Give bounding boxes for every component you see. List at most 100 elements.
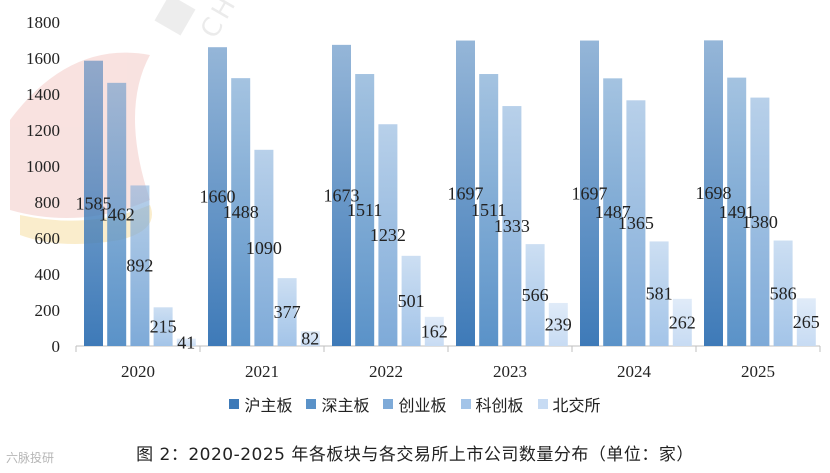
bar (626, 100, 646, 346)
bar (300, 331, 320, 346)
legend-swatch (383, 399, 394, 409)
legend-swatch (229, 399, 240, 409)
data-label: 586 (770, 283, 797, 303)
legend-label: 创业板 (398, 396, 447, 415)
data-label: 581 (646, 284, 673, 304)
data-label: 239 (545, 314, 572, 334)
data-label: 377 (274, 302, 301, 322)
data-label: 1511 (471, 200, 506, 220)
data-label: 1380 (742, 212, 778, 232)
legend-label: 科创板 (475, 396, 524, 415)
bar (401, 255, 421, 346)
bar (796, 298, 816, 346)
bar (378, 124, 398, 347)
y-tick-label: 1800 (26, 13, 60, 32)
brand-watermark: 六脉投研 (6, 451, 55, 465)
bar (502, 106, 522, 346)
data-label: 1660 (200, 187, 236, 207)
bar (704, 40, 723, 347)
bar (525, 244, 545, 346)
bar (332, 44, 351, 347)
data-label: 1090 (246, 238, 282, 258)
x-category-label: 2025 (741, 362, 775, 381)
y-tick-label: 1600 (26, 49, 60, 68)
bar (479, 74, 499, 347)
bar (727, 77, 747, 347)
x-category-label: 2020 (121, 362, 155, 381)
data-label: 215 (150, 317, 177, 337)
legend-item: 北交所 (537, 392, 601, 416)
y-tick-label: 200 (35, 301, 61, 320)
data-label: 1488 (223, 202, 259, 222)
bar (107, 82, 127, 346)
legend-swatch (537, 399, 548, 409)
bar (548, 302, 568, 346)
x-axis: 2020 2021 2022 2023 2024 2025 (75, 345, 821, 381)
bar (84, 60, 103, 346)
legend-label: 深主板 (321, 396, 370, 415)
legend-swatch (306, 399, 317, 409)
data-label: 1698 (696, 183, 732, 203)
x-category-label: 2023 (493, 362, 527, 381)
bar (603, 78, 623, 346)
legend-item: 深主板 (306, 392, 369, 416)
bar (176, 338, 196, 346)
bar (649, 241, 669, 346)
legend-label: 北交所 (552, 396, 601, 415)
bar (580, 40, 599, 346)
data-label: 1333 (494, 216, 530, 236)
bar (424, 316, 444, 346)
legend-item: 创业板 (383, 392, 447, 416)
bar (153, 307, 173, 346)
y-tick-label: 400 (35, 265, 61, 284)
y-tick-label: 800 (35, 193, 61, 212)
y-tick-label: 0 (52, 337, 61, 356)
bar (355, 74, 375, 347)
x-category-label: 2021 (245, 362, 279, 381)
data-label: 1511 (347, 200, 382, 220)
y-tick-label: 1000 (26, 157, 60, 176)
data-label: 262 (669, 312, 696, 332)
bar (231, 78, 251, 346)
data-label: 566 (522, 285, 549, 305)
bar (750, 97, 770, 346)
legend: 沪主板 深主板 创业板 科创板 北交所 (0, 392, 830, 416)
data-label: 1462 (99, 204, 135, 224)
data-label: 82 (301, 329, 319, 349)
x-category-label: 2022 (369, 362, 403, 381)
data-label: 501 (398, 291, 425, 311)
bar (456, 40, 475, 346)
data-labels-layer: 1585146289221541166014881090377821673151… (76, 183, 820, 352)
bar (672, 298, 692, 346)
y-tick-label: 1200 (26, 121, 60, 140)
data-label: 265 (793, 312, 820, 332)
data-label: 892 (126, 256, 153, 276)
data-label: 1697 (572, 183, 608, 203)
bars-layer (84, 40, 816, 347)
data-label: 162 (421, 321, 448, 341)
data-label: 1585 (76, 193, 112, 213)
bar (130, 185, 150, 346)
chart-caption: 图 2：2020-2025 年各板块与各交易所上市公司数量分布（单位：家） (136, 445, 694, 465)
y-tick-label: 1400 (26, 85, 60, 104)
legend-label: 沪主板 (244, 396, 293, 415)
data-label: 1697 (448, 183, 484, 203)
data-label: 1491 (719, 202, 755, 222)
legend-item: 沪主板 (229, 392, 292, 416)
y-tick-label: 600 (35, 229, 61, 248)
data-label: 1487 (595, 202, 631, 222)
bar (773, 240, 793, 346)
x-category-label: 2024 (617, 362, 652, 381)
bar (277, 278, 297, 346)
data-label: 1365 (618, 213, 654, 233)
data-label: 41 (177, 332, 195, 352)
y-axis: 0 200 400 600 800 1000 1200 1400 1600 1800 (26, 13, 60, 356)
legend-item: 科创板 (460, 392, 524, 416)
data-label: 1232 (370, 225, 406, 245)
data-label: 1673 (324, 185, 360, 205)
legend-swatch (460, 399, 471, 409)
bar (254, 149, 274, 346)
bar (208, 47, 227, 346)
